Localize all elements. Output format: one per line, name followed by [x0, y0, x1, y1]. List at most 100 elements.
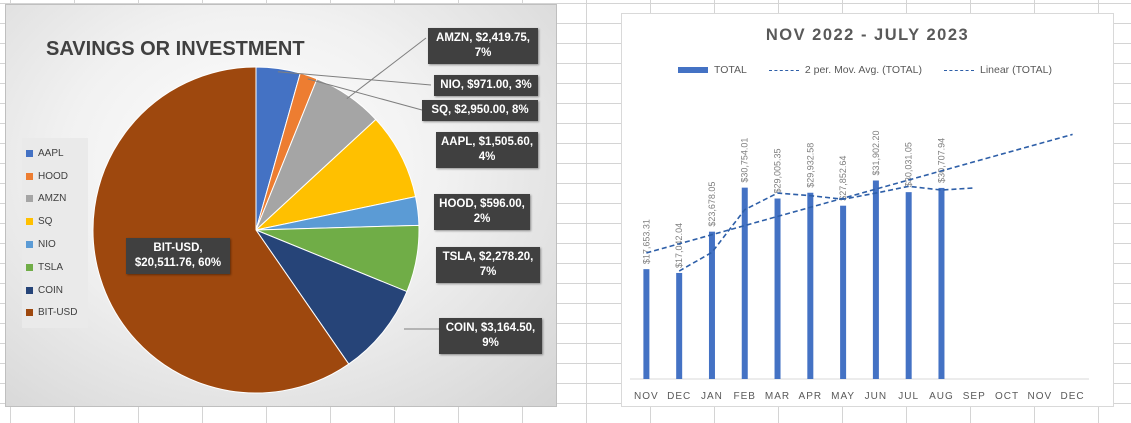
moving-average-line[interactable]: [678, 185, 975, 272]
data-label-coin[interactable]: COIN, $3,164.50, 9%: [439, 318, 542, 354]
legend-swatch: [26, 241, 33, 249]
bar-value-label: $23,678.05: [707, 182, 717, 227]
bar-jun[interactable]: [872, 180, 879, 379]
data-label-tsla[interactable]: TSLA, $2,278.20, 7%: [436, 247, 540, 283]
legend-label: TOTAL: [714, 64, 747, 76]
legend-label: Linear (TOTAL): [979, 64, 1052, 76]
data-label-tsla-line1: TSLA, $2,278.20,: [442, 251, 534, 263]
x-tick-label: MAY: [831, 391, 855, 402]
legend-item-linear-trend[interactable]: Linear (TOTAL): [943, 64, 1052, 76]
x-tick-label: AUG: [929, 391, 954, 402]
legend-swatch: [26, 218, 33, 226]
bar-jul[interactable]: [905, 192, 912, 379]
totals-bar-chart[interactable]: NOV DEC JAN FEB MAR APR MAY JUN JUL AUG SEP OCT NOV D…: [621, 13, 1114, 407]
savings-pie-chart[interactable]: SAVINGS OR INVESTMENT AAPL HOOD AMZN SQ …: [5, 4, 557, 407]
legend-swatch: [26, 263, 33, 271]
bar-nov[interactable]: [643, 269, 650, 379]
legend-swatch: [26, 286, 33, 294]
data-label-nio-text: NIO, $971.00, 3%: [440, 79, 532, 91]
x-tick-label: JUN: [865, 391, 887, 402]
bar-legend[interactable]: TOTAL 2 per. Mov. Avg. (TOTAL) Linear (T…: [678, 64, 1074, 76]
data-label-bit-usd-line1: BIT-USD,: [153, 242, 203, 254]
legend-swatch: [26, 172, 33, 180]
bar-value-label: $17,653.31: [641, 219, 651, 264]
data-label-coin-line2: 9%: [482, 337, 499, 349]
legend-item-moving-average[interactable]: 2 per. Mov. Avg. (TOTAL): [768, 64, 922, 76]
data-label-sq-text: SQ, $2,950.00, 8%: [431, 104, 529, 116]
data-label-amzn-line2: 7%: [474, 47, 492, 59]
bar-value-label: $29,005.35: [773, 148, 783, 193]
bar-apr[interactable]: [807, 192, 814, 379]
x-tick-label: MAR: [765, 391, 790, 402]
bar-value-label: $17,042.04: [674, 223, 684, 268]
legend-swatch: [26, 149, 33, 157]
data-label-tsla-line2: 7%: [479, 266, 497, 278]
legend-swatch-linear-trend: [943, 69, 974, 71]
legend-item-coin[interactable]: COIN: [26, 279, 88, 302]
x-tick-label: APR: [799, 391, 823, 402]
legend-swatch-moving-average: [768, 69, 799, 71]
bar-chart-canvas: NOV DEC JAN FEB MAR APR MAY JUN JUL AUG SEP OCT NOV D…: [630, 130, 1089, 402]
bar-dec[interactable]: [676, 272, 683, 379]
legend-item-sq[interactable]: SQ: [26, 210, 88, 233]
leader-line-hood: [307, 78, 423, 111]
bar-aug[interactable]: [938, 187, 945, 379]
data-label-sq[interactable]: SQ, $2,950.00, 8%: [422, 100, 538, 121]
pie-slice-coin[interactable]: [254, 228, 408, 365]
legend-item-bit-usd[interactable]: BIT-USD: [26, 302, 88, 325]
legend-label: HOOD: [38, 170, 68, 182]
data-label-bit-usd[interactable]: BIT-USD, $20,511.76, 60%: [126, 238, 230, 274]
bar-value-label: $30,754.01: [740, 138, 750, 183]
data-label-hood-line1: HOOD, $596.00,: [439, 198, 525, 210]
data-label-aapl-line1: AAPL, $1,505.60,: [440, 136, 534, 148]
bar-feb[interactable]: [741, 187, 748, 379]
bar-jan[interactable]: [708, 231, 715, 379]
x-tick-label: SEP: [963, 391, 986, 402]
x-tick-label: JAN: [701, 391, 723, 402]
x-tick-label: DEC: [667, 391, 691, 402]
pie-slice-sq[interactable]: [254, 118, 417, 231]
bar-value-label: $31,902.20: [871, 130, 881, 175]
legend-swatch: [26, 195, 33, 203]
legend-label: COIN: [38, 284, 63, 296]
x-tick-label: JUL: [898, 391, 919, 402]
data-label-hood[interactable]: HOOD, $596.00, 2%: [434, 194, 530, 230]
legend-label: NIO: [38, 239, 56, 251]
legend-item-aapl[interactable]: AAPL: [26, 142, 88, 165]
x-tick-label: OCT: [995, 391, 1019, 402]
linear-trend-line[interactable]: [646, 133, 1073, 254]
data-label-amzn-line1: AMZN, $2,419.75,: [436, 32, 530, 44]
legend-label: SQ: [38, 216, 53, 228]
legend-item-nio[interactable]: NIO: [26, 233, 88, 256]
legend-label: TSLA: [38, 261, 64, 273]
bar-value-label: $30,707.94: [936, 138, 946, 183]
x-tick-label: DEC: [1061, 391, 1085, 402]
data-label-hood-line2: 2%: [473, 213, 491, 225]
x-tick-label: NOV: [1027, 391, 1052, 402]
pie-legend[interactable]: AAPL HOOD AMZN SQ NIO TSLA COIN BIT-USD: [22, 138, 88, 329]
legend-item-amzn[interactable]: AMZN: [26, 188, 88, 211]
legend-swatch: [26, 309, 33, 317]
legend-swatch-total: [678, 67, 708, 73]
data-label-coin-line1: COIN, $3,164.50,: [445, 322, 536, 334]
legend-label: AMZN: [38, 193, 67, 205]
data-label-amzn[interactable]: AMZN, $2,419.75, 7%: [428, 28, 538, 64]
legend-item-hood[interactable]: HOOD: [26, 165, 88, 188]
data-label-aapl[interactable]: AAPL, $1,505.60, 4%: [436, 132, 538, 168]
bar-mar[interactable]: [774, 198, 781, 379]
legend-label: 2 per. Mov. Avg. (TOTAL): [804, 64, 922, 76]
legend-item-total[interactable]: TOTAL: [678, 64, 747, 76]
pie-slice-bit-usd[interactable]: [92, 66, 350, 394]
bar-value-label: $30,031.05: [904, 142, 914, 187]
bar-may[interactable]: [840, 205, 847, 379]
leader-line-aapl: [277, 71, 432, 86]
data-label-nio[interactable]: NIO, $971.00, 3%: [434, 75, 538, 96]
data-label-aapl-line2: 4%: [478, 151, 496, 163]
pie-chart-title: SAVINGS OR INVESTMENT: [46, 38, 305, 60]
x-tick-label: NOV: [634, 391, 659, 402]
x-tick-label: FEB: [734, 391, 756, 402]
pie-chart-canvas: [92, 37, 439, 394]
bar-value-label: $29,932.58: [805, 143, 815, 188]
legend-item-tsla[interactable]: TSLA: [26, 256, 88, 279]
leader-line-amzn: [346, 37, 427, 100]
